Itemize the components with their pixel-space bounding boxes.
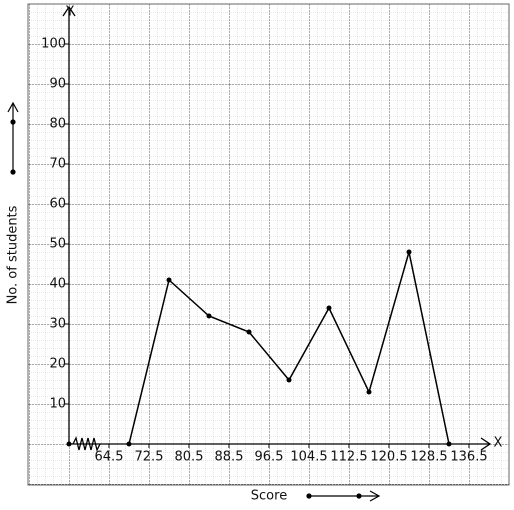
y-tick-label: 60 (49, 197, 66, 212)
x-tick-label: 64.5 (95, 450, 124, 465)
point (206, 313, 212, 319)
point (406, 249, 412, 255)
y-tick-label: 90 (49, 77, 66, 92)
point (446, 441, 452, 447)
point (246, 329, 252, 335)
y-tick-label: 100 (41, 37, 66, 52)
grid-border (27, 3, 510, 486)
x-tick-label: 96.5 (255, 450, 284, 465)
y-tick-label: 80 (49, 117, 66, 132)
origin (66, 441, 72, 447)
y-axis-letter: Y (65, 5, 74, 20)
y-tick-label: 10 (49, 397, 66, 412)
grid-major (28, 4, 509, 485)
x-tick-label: 88.5 (215, 450, 244, 465)
point (286, 377, 292, 383)
y-title: No. of students (6, 205, 21, 304)
x-tick-label: 120.5 (370, 450, 407, 465)
x-axis-letter: X (494, 436, 503, 451)
axes (62, 5, 492, 452)
y-tick-label: 70 (49, 157, 66, 172)
y-tick-label: 30 (49, 317, 66, 332)
x-tick-label: 128.5 (410, 450, 447, 465)
x-tick-label: 80.5 (175, 450, 204, 465)
x-tick-label: 72.5 (135, 450, 164, 465)
x-title: Score (251, 489, 287, 504)
decor-arrows (7, 101, 381, 502)
y-tick-label: 20 (49, 357, 66, 372)
x-tick-label: 104.5 (290, 450, 327, 465)
x-tick-label: 136.5 (450, 450, 487, 465)
y-tick-label: 40 (49, 277, 66, 292)
point (166, 277, 172, 283)
y-tick-label: 50 (49, 237, 66, 252)
point (126, 441, 132, 447)
point (326, 305, 332, 311)
x-tick-label: 112.5 (330, 450, 367, 465)
point (366, 389, 372, 395)
